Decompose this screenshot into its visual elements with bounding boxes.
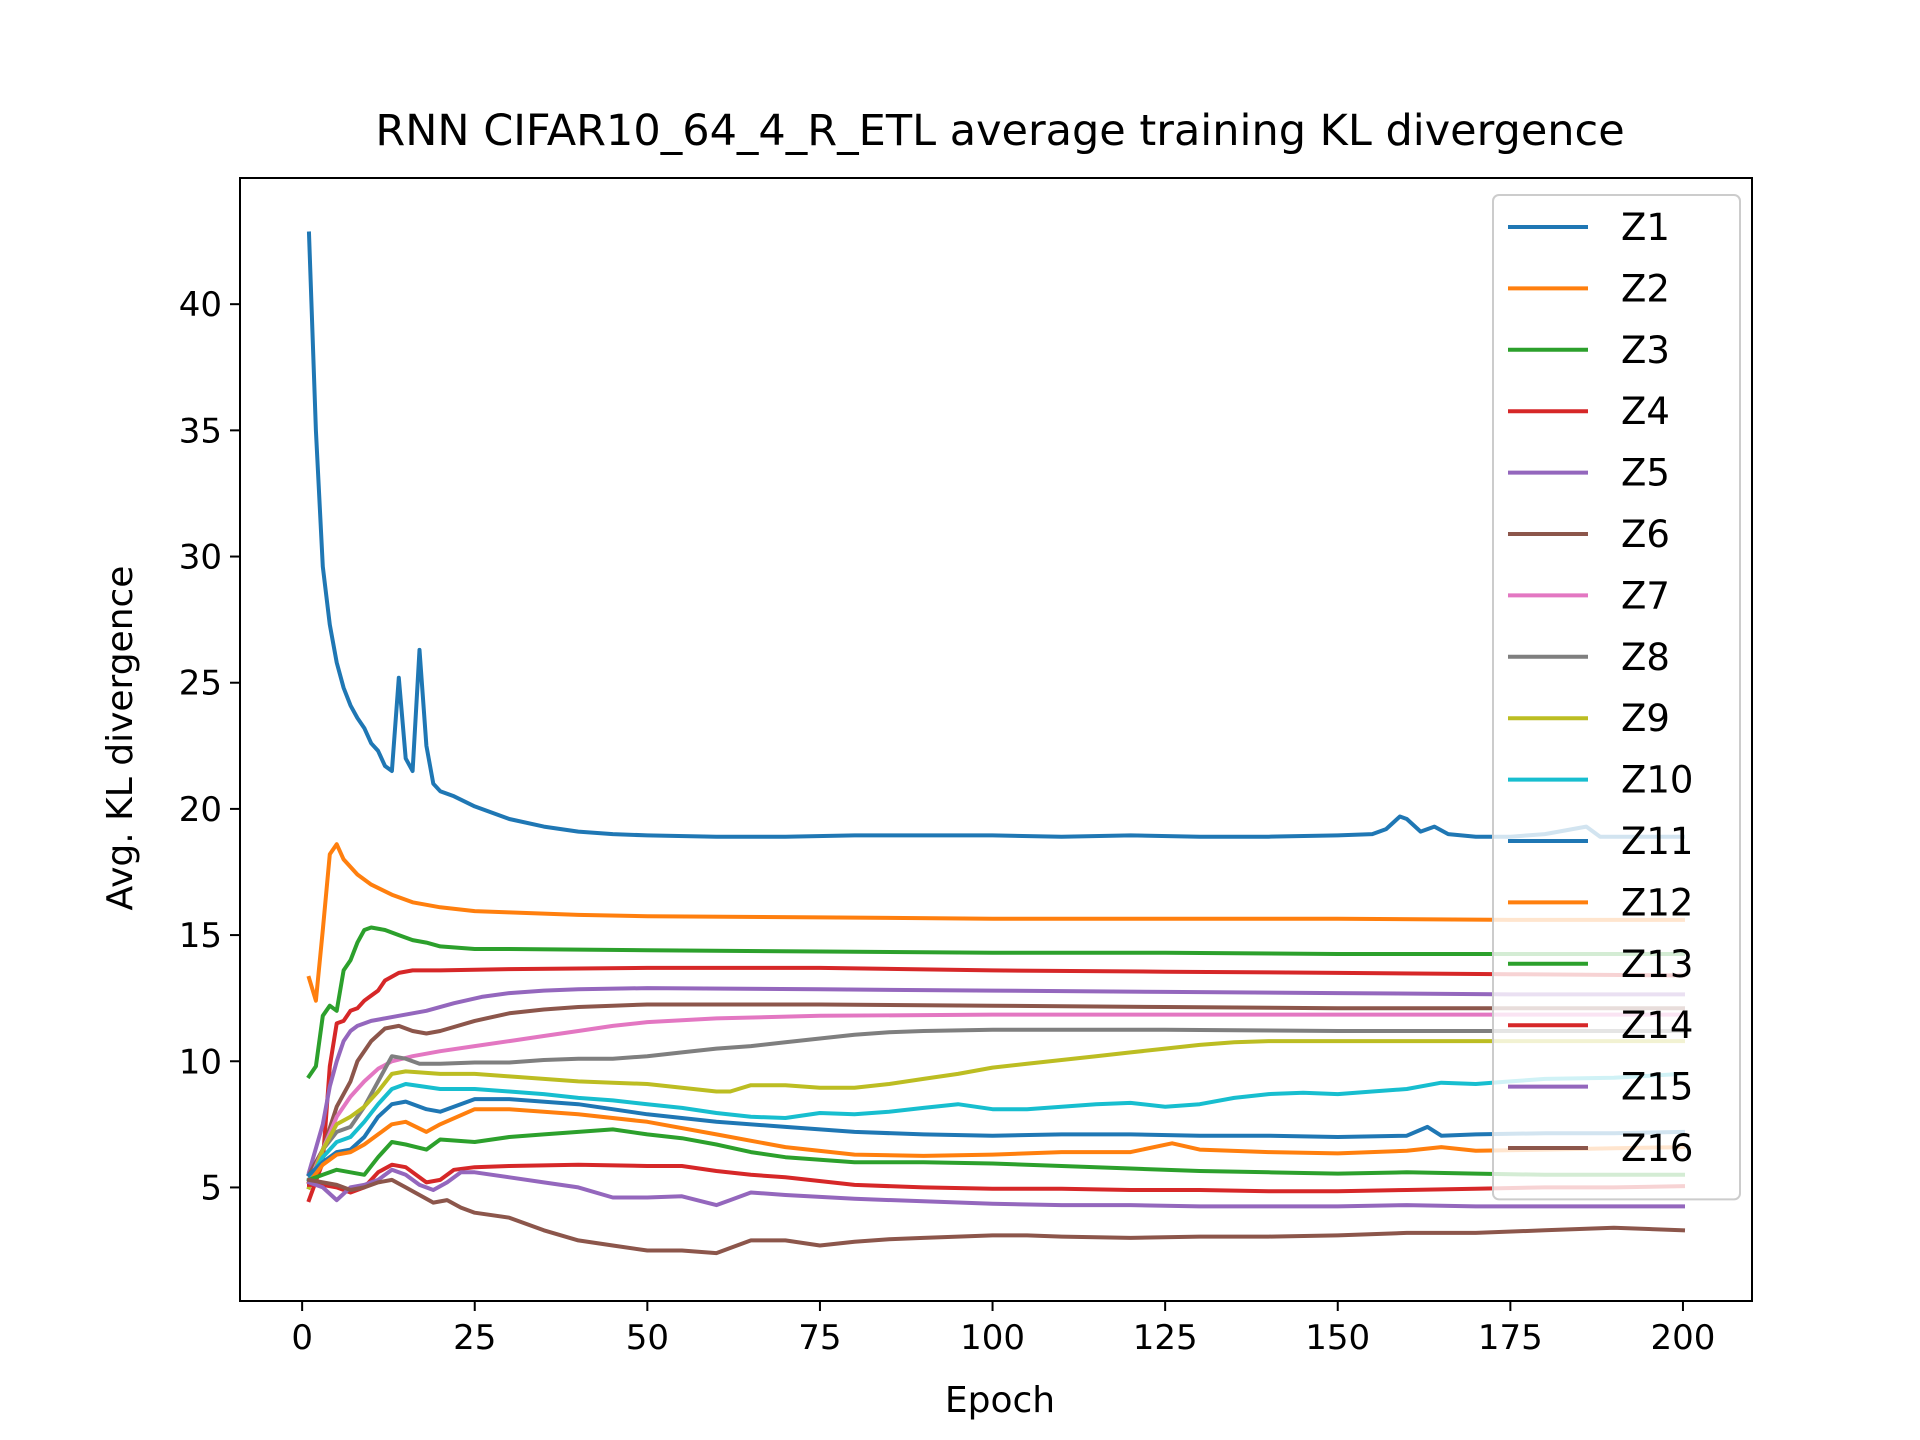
series-line-z8	[306, 1027, 1685, 1190]
x-tick-label: 50	[626, 1318, 669, 1358]
series-line-z15	[306, 1167, 1685, 1209]
y-axis-label: Avg. KL divergence	[100, 566, 141, 911]
series-line-z13	[306, 1127, 1685, 1183]
y-axis-ticks: 5 10 15 20 25 30 35 40	[179, 285, 240, 1208]
legend-label-z2: Z2	[1621, 267, 1670, 310]
series-line-z11	[306, 1097, 1686, 1178]
legend-label-z16: Z16	[1621, 1127, 1693, 1170]
series-line-z5	[306, 986, 1685, 1175]
y-tick-label: 10	[179, 1042, 222, 1082]
series-line-z14	[307, 1162, 1686, 1195]
legend-label-z7: Z7	[1621, 574, 1670, 617]
series-line-z1	[306, 231, 1685, 839]
legend-label-z11: Z11	[1621, 820, 1693, 863]
x-tick-label: 0	[291, 1318, 313, 1358]
series-line-z12	[306, 1107, 1686, 1186]
legend-label-z5: Z5	[1621, 452, 1670, 495]
x-tick-label: 25	[453, 1318, 496, 1358]
y-tick-label: 5	[200, 1168, 222, 1208]
x-tick-label: 175	[1478, 1318, 1543, 1358]
series-line-z7	[306, 1012, 1685, 1186]
series-line-z4	[306, 965, 1686, 1203]
x-tick-label: 200	[1651, 1318, 1716, 1358]
x-tick-label: 100	[960, 1318, 1025, 1358]
series-lines	[306, 231, 1686, 1256]
x-axis-ticks: 0 25 50 75 100 125 150 175 200	[291, 1301, 1715, 1358]
series-line-z6	[306, 1002, 1685, 1178]
series-line-z2	[306, 842, 1685, 1003]
y-tick-label: 35	[179, 411, 222, 451]
legend-label-z8: Z8	[1621, 636, 1670, 679]
legend: Z1 Z2 Z3 Z4 Z5 Z6 Z7 Z8 Z9 Z10 Z11 Z12 Z13 Z14 Z15 Z16	[1492, 194, 1741, 1201]
legend-label-z1: Z1	[1621, 206, 1670, 249]
legend-label-z15: Z15	[1621, 1066, 1693, 1109]
y-tick-label: 25	[179, 664, 222, 704]
chart-title: RNN CIFAR10_64_4_R_ETL average training …	[375, 106, 1624, 156]
legend-label-z4: Z4	[1621, 390, 1670, 433]
y-tick-label: 40	[179, 285, 222, 325]
x-tick-label: 75	[798, 1318, 841, 1358]
y-tick-label: 20	[179, 790, 222, 830]
plot-area-frame	[239, 177, 1753, 1302]
x-tick-label: 150	[1305, 1318, 1370, 1358]
series-line-z9	[306, 1039, 1685, 1190]
legend-label-z6: Z6	[1621, 513, 1670, 556]
legend-label-z9: Z9	[1621, 697, 1670, 740]
y-tick-label: 15	[179, 916, 222, 956]
legend-label-z12: Z12	[1621, 881, 1693, 924]
legend-box	[1492, 194, 1741, 1201]
series-line-z16	[306, 1177, 1686, 1256]
legend-label-z14: Z14	[1621, 1004, 1693, 1047]
series-line-z3	[306, 925, 1685, 1080]
legend-label-z13: Z13	[1621, 943, 1693, 986]
x-tick-label: 125	[1133, 1318, 1198, 1358]
legend-label-z3: Z3	[1621, 329, 1670, 372]
x-axis-label: Epoch	[945, 1380, 1055, 1421]
y-tick-label: 30	[179, 538, 222, 578]
series-line-z10	[306, 1071, 1686, 1183]
legend-label-z10: Z10	[1621, 759, 1693, 802]
